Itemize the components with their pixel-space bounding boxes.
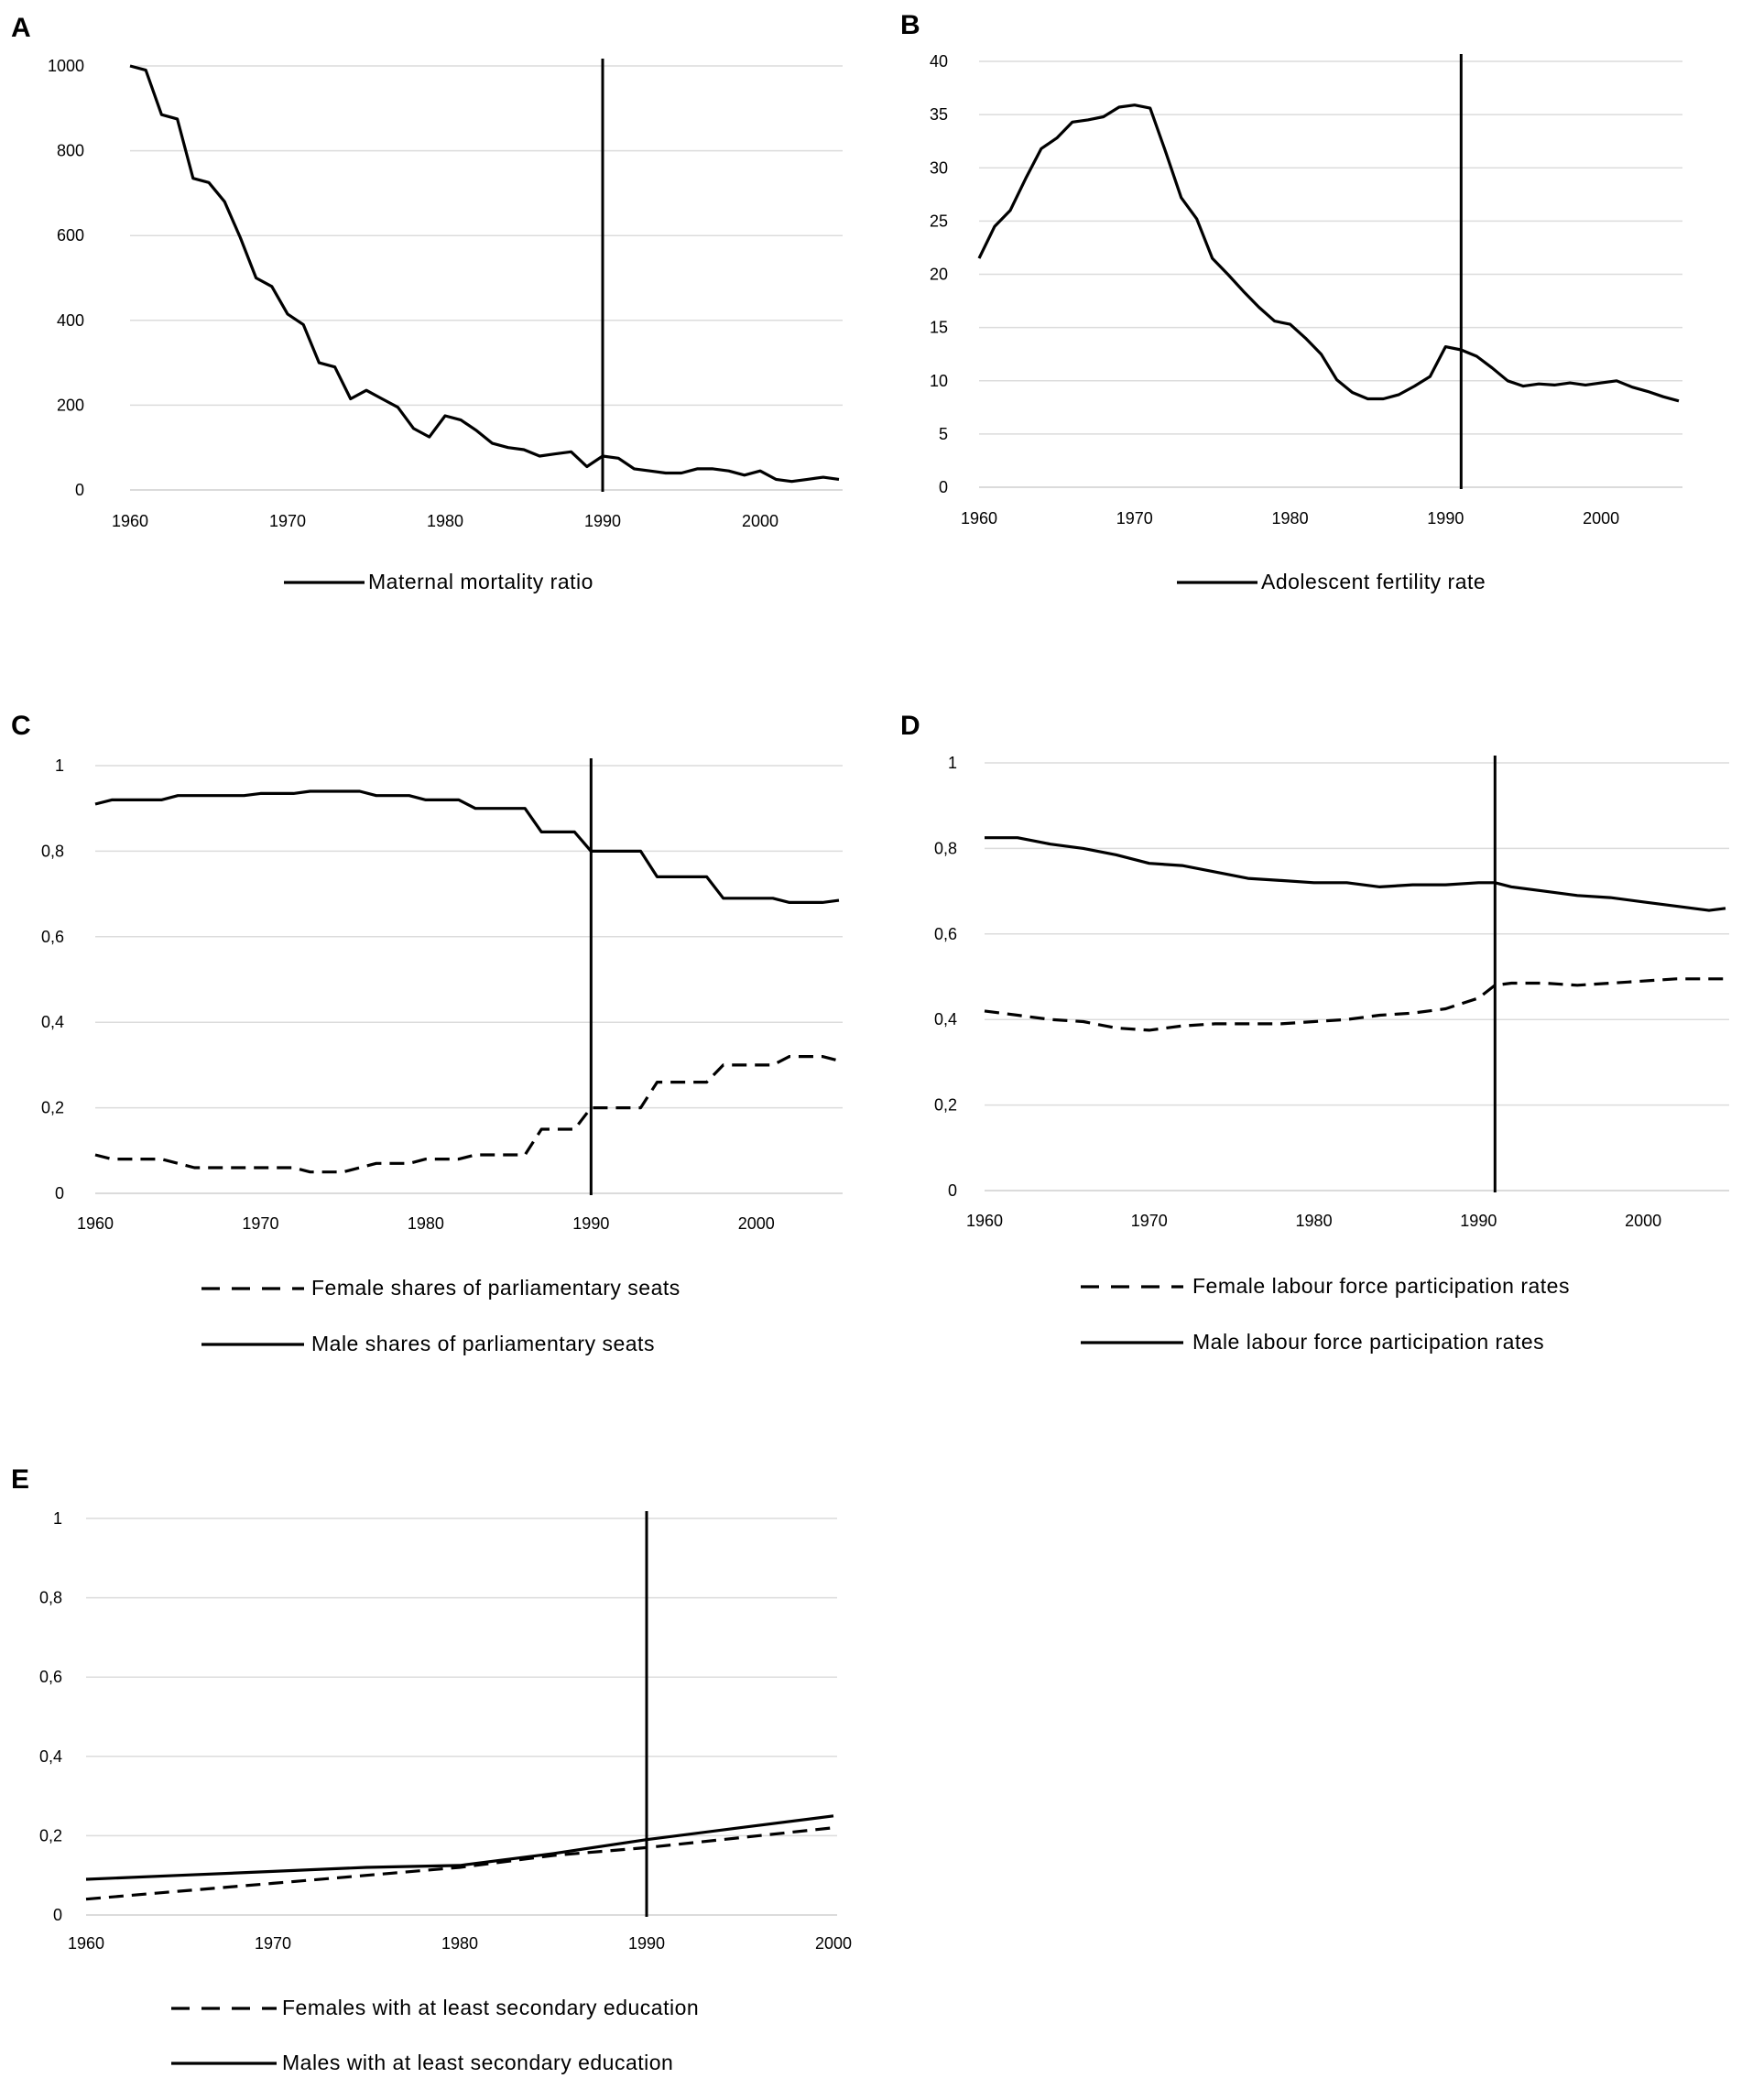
- x-tick-label: 1970: [1131, 1212, 1168, 1230]
- y-tick-label: 0,8: [39, 1589, 62, 1607]
- y-tick-label: 0: [53, 1906, 62, 1924]
- legend-label: Females with at least secondary educatio…: [282, 1996, 699, 2019]
- y-tick-label: 0: [55, 1184, 64, 1202]
- y-tick-label: 20: [930, 266, 948, 284]
- legend-label: Maternal mortality ratio: [368, 570, 593, 593]
- panel-c: C 0 0,2 0,4 0,6 0,8 1 1960 1970 1980 1990 2000 Femal…: [11, 711, 843, 1355]
- y-tick-label: 0,4: [41, 1013, 64, 1031]
- x-tick-label: 1980: [408, 1214, 444, 1233]
- y-tick-label: 0,6: [41, 928, 64, 946]
- x-tick-label: 1990: [628, 1934, 665, 1953]
- y-tick-label: 0,2: [934, 1096, 957, 1115]
- x-tick-label: 1980: [1296, 1212, 1333, 1230]
- series-line-female: [984, 977, 1726, 1032]
- legend-label: Adolescent fertility rate: [1261, 570, 1486, 593]
- y-tick-label: 1: [55, 756, 64, 775]
- x-tick-label: 1960: [112, 512, 148, 530]
- panel-letter: B: [900, 10, 920, 40]
- panel-e: E 0 0,2 0,4 0,6 0,8 1 1960 1970 1980 1990 2000 Femal…: [11, 1464, 852, 2074]
- x-tick-label: 1970: [242, 1214, 278, 1233]
- series-line-main: [129, 64, 840, 484]
- x-tick-label: 2000: [742, 512, 778, 530]
- x-tick-label: 1970: [269, 512, 306, 530]
- y-tick-label: 0,4: [934, 1010, 957, 1028]
- y-tick-label: 0,2: [41, 1099, 64, 1117]
- panel-d: D 0 0,2 0,4 0,6 0,8 1 1960 1970 1980 1990 2000 Femal…: [900, 711, 1729, 1354]
- x-tick-label: 1980: [427, 512, 463, 530]
- y-tick-label: 40: [930, 52, 948, 71]
- y-tick-label: 0: [948, 1181, 957, 1200]
- y-tick-label: 0,6: [39, 1668, 62, 1686]
- x-tick-label: 1960: [77, 1214, 114, 1233]
- x-tick-label: 1960: [966, 1212, 1003, 1230]
- y-tick-label: 0,2: [39, 1826, 62, 1844]
- legend-label: Male labour force participation rates: [1192, 1330, 1544, 1354]
- x-tick-label: 1970: [255, 1934, 291, 1953]
- y-tick-label: 5: [939, 425, 948, 443]
- y-tick-label: 10: [930, 372, 948, 390]
- y-tick-label: 600: [57, 226, 84, 245]
- legend-label: Female shares of parliamentary seats: [311, 1276, 680, 1300]
- y-tick-label: 400: [57, 311, 84, 330]
- series-line-male: [94, 789, 840, 905]
- x-tick-label: 2000: [1625, 1212, 1661, 1230]
- y-tick-label: 35: [930, 105, 948, 124]
- y-tick-label: 0: [75, 481, 84, 499]
- legend-label: Female labour force participation rates: [1192, 1274, 1570, 1298]
- x-tick-label: 1960: [961, 509, 997, 528]
- y-tick-label: 800: [57, 142, 84, 160]
- x-tick-label: 1970: [1116, 509, 1153, 528]
- x-tick-label: 1960: [68, 1934, 104, 1953]
- y-tick-label: 0,6: [934, 925, 957, 943]
- y-tick-label: 0,4: [39, 1747, 62, 1766]
- y-tick-label: 15: [930, 319, 948, 337]
- series-line-female: [94, 1054, 840, 1174]
- panel-b: B 0 5 10 15 20 25 30 35 40 1960 1970 1980 1990 2000 Ado…: [900, 10, 1682, 593]
- series-line-male: [985, 836, 1726, 912]
- x-tick-label: 2000: [738, 1214, 775, 1233]
- x-tick-label: 1990: [1427, 509, 1464, 528]
- y-tick-label: 0: [939, 478, 948, 496]
- y-tick-label: 1: [53, 1509, 62, 1528]
- series-line-male: [85, 1814, 834, 1881]
- panel-a: A 0 200 400 600 800 1000 1960 1970 1980 1990 2000 Ma…: [11, 13, 843, 593]
- series-line-female: [85, 1826, 834, 1901]
- y-tick-label: 0,8: [41, 842, 64, 860]
- x-tick-label: 1990: [572, 1214, 609, 1233]
- panel-letter: A: [11, 13, 31, 43]
- legend-label: Males with at least secondary education: [282, 2051, 673, 2074]
- panel-letter: E: [11, 1464, 29, 1495]
- x-tick-label: 1980: [441, 1934, 478, 1953]
- panel-letter: D: [900, 711, 920, 741]
- x-tick-label: 2000: [815, 1934, 852, 1953]
- y-tick-label: 1: [948, 754, 957, 772]
- y-tick-label: 30: [930, 158, 948, 177]
- y-tick-label: 25: [930, 212, 948, 230]
- y-tick-label: 0,8: [934, 839, 957, 857]
- x-tick-label: 2000: [1583, 509, 1619, 528]
- x-tick-label: 1990: [1460, 1212, 1497, 1230]
- panel-letter: C: [11, 711, 31, 741]
- y-tick-label: 200: [57, 396, 84, 414]
- x-tick-label: 1990: [584, 512, 621, 530]
- x-tick-label: 1980: [1272, 509, 1309, 528]
- y-tick-label: 1000: [48, 57, 84, 75]
- series-line-main: [977, 103, 1680, 403]
- legend-label: Male shares of parliamentary seats: [311, 1332, 655, 1355]
